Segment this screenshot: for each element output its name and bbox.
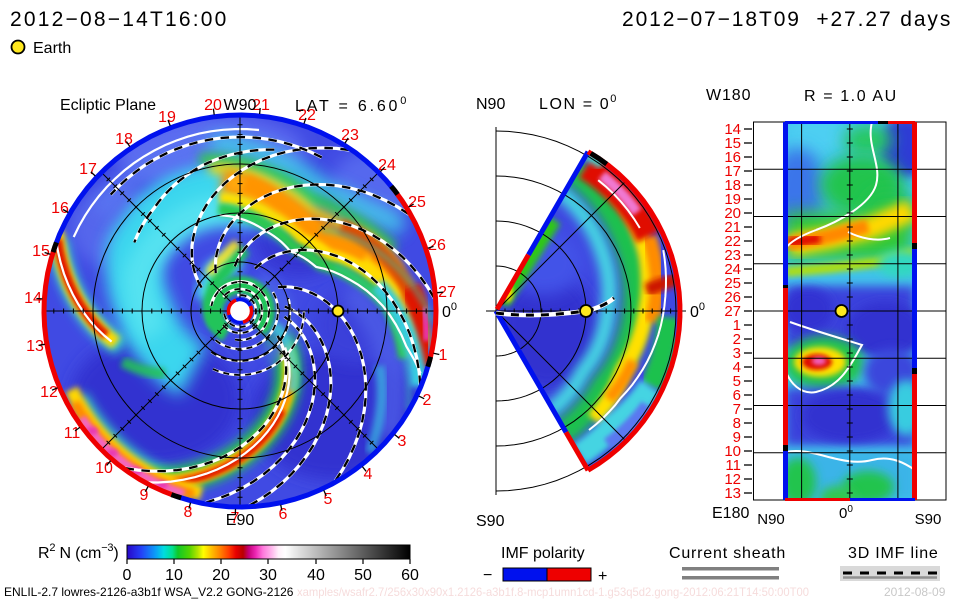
svg-text:21: 21 — [724, 219, 741, 236]
svg-text:21: 21 — [252, 97, 270, 114]
svg-text:26: 26 — [724, 289, 741, 306]
svg-text:7: 7 — [231, 510, 240, 527]
svg-text:24: 24 — [724, 261, 741, 278]
svg-text:Earth: Earth — [33, 40, 71, 57]
svg-text:40: 40 — [307, 567, 325, 584]
svg-text:20: 20 — [212, 567, 230, 584]
svg-text:5: 5 — [733, 373, 741, 390]
svg-text:1: 1 — [733, 317, 741, 334]
svg-text:W90: W90 — [224, 97, 257, 114]
svg-text:Ecliptic Plane: Ecliptic Plane — [60, 97, 156, 114]
svg-text:6: 6 — [279, 506, 288, 523]
svg-text:2012−08−14T16:00: 2012−08−14T16:00 — [10, 8, 229, 31]
svg-text:26: 26 — [428, 237, 446, 254]
svg-text:16: 16 — [724, 149, 741, 166]
svg-text:27: 27 — [724, 303, 741, 320]
svg-text:60: 60 — [401, 567, 419, 584]
svg-text:3: 3 — [733, 345, 741, 362]
svg-text:23: 23 — [341, 127, 359, 144]
svg-text:23: 23 — [724, 247, 741, 264]
svg-text:1: 1 — [439, 347, 448, 364]
svg-text:50: 50 — [354, 567, 372, 584]
svg-text:S90: S90 — [476, 513, 505, 530]
svg-text:6: 6 — [733, 387, 741, 404]
svg-text:R2 N (cm−3): R2 N (cm−3) — [38, 542, 118, 562]
svg-text:E180: E180 — [712, 505, 749, 522]
svg-text:E90: E90 — [226, 512, 255, 529]
svg-text:25: 25 — [408, 194, 426, 211]
svg-text:+: + — [598, 568, 607, 585]
svg-text:25: 25 — [724, 275, 741, 292]
svg-text:14: 14 — [24, 290, 42, 307]
svg-text:22: 22 — [298, 107, 316, 124]
svg-text:15: 15 — [32, 243, 50, 260]
svg-text:20: 20 — [204, 97, 222, 114]
svg-text:xamples/wsafr2.7/256x30x90x1.2: xamples/wsafr2.7/256x30x90x1.2126-a3b1f.… — [297, 585, 809, 599]
svg-text:7: 7 — [733, 401, 741, 418]
svg-text:27: 27 — [438, 284, 456, 301]
svg-text:18: 18 — [724, 177, 741, 194]
svg-text:−: − — [483, 567, 492, 584]
svg-text:13: 13 — [724, 485, 741, 502]
svg-text:22: 22 — [724, 233, 741, 250]
svg-text:W180: W180 — [706, 87, 751, 104]
svg-text:IMF polarity: IMF polarity — [501, 545, 585, 562]
svg-text:11: 11 — [64, 425, 81, 442]
svg-text:12: 12 — [724, 471, 741, 488]
svg-text:LON = 00: LON = 00 — [539, 93, 618, 113]
svg-text:S90: S90 — [915, 511, 942, 528]
svg-text:0: 0 — [123, 567, 132, 584]
svg-text:14: 14 — [724, 121, 741, 138]
svg-text:10: 10 — [165, 567, 183, 584]
svg-text:15: 15 — [724, 135, 741, 152]
svg-text:18: 18 — [115, 131, 133, 148]
svg-text:30: 30 — [259, 567, 277, 584]
svg-text:19: 19 — [724, 191, 741, 208]
svg-text:19: 19 — [158, 109, 176, 126]
svg-text:2012−07−18T09 +27.27 days: 2012−07−18T09 +27.27 days — [622, 8, 952, 31]
svg-text:16: 16 — [51, 200, 69, 217]
svg-text:9: 9 — [733, 429, 741, 446]
svg-text:N90: N90 — [476, 96, 505, 113]
svg-text:17: 17 — [724, 163, 741, 180]
svg-text:N90: N90 — [757, 511, 785, 528]
svg-text:3D IMF line: 3D IMF line — [848, 545, 939, 562]
svg-text:2: 2 — [733, 331, 741, 348]
svg-text:5: 5 — [324, 491, 333, 508]
svg-text:11: 11 — [725, 457, 741, 474]
svg-text:2012-08-09: 2012-08-09 — [884, 585, 946, 599]
svg-text:8: 8 — [184, 504, 193, 521]
svg-text:2: 2 — [423, 392, 432, 409]
svg-text:13: 13 — [26, 338, 44, 355]
svg-text:10: 10 — [95, 460, 113, 477]
svg-text:LAT = 6.600: LAT = 6.600 — [295, 95, 409, 115]
svg-text:9: 9 — [140, 487, 149, 504]
svg-text:Current sheath: Current sheath — [669, 545, 786, 562]
svg-text:8: 8 — [733, 415, 741, 432]
svg-text:12: 12 — [40, 384, 58, 401]
svg-text:3: 3 — [398, 433, 407, 450]
svg-text:R = 1.0 AU: R = 1.0 AU — [804, 88, 898, 105]
svg-text:4: 4 — [733, 359, 741, 376]
svg-text:20: 20 — [724, 205, 741, 222]
svg-text:4: 4 — [364, 466, 373, 483]
svg-text:ENLIL-2.7 lowres-2126-a3b1f WS: ENLIL-2.7 lowres-2126-a3b1f WSA_V2.2 GON… — [4, 585, 294, 599]
svg-text:10: 10 — [724, 443, 741, 460]
